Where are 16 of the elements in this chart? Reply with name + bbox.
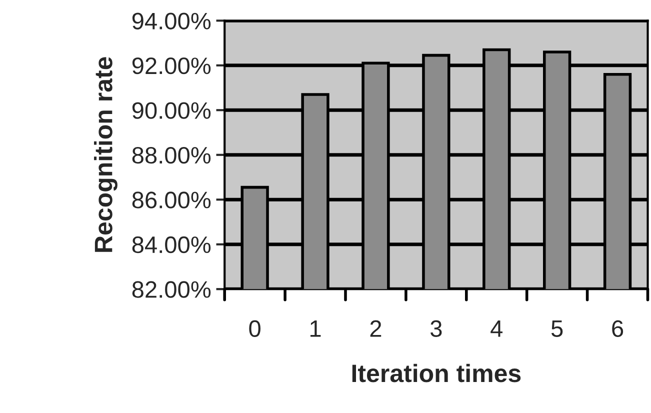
y-tick-label: 92.00% [132, 57, 211, 74]
x-tick-label: 1 [310, 320, 321, 337]
x-tick-label: 3 [430, 320, 442, 337]
x-axis-title: Iteration times [352, 364, 521, 382]
x-tick-label: 4 [490, 320, 502, 337]
y-tick-label: 94.00% [132, 12, 211, 30]
y-tick-label: 86.00% [132, 192, 211, 208]
x-tick-label: 0 [249, 320, 260, 337]
x-tick-label: 6 [612, 320, 624, 337]
y-tick-label: 88.00% [132, 146, 211, 164]
x-tick-label: 5 [551, 320, 563, 337]
x-tick-label: 2 [370, 320, 382, 337]
y-tick-label: 90.00% [132, 102, 211, 119]
y-tick-label: 84.00% [132, 236, 211, 254]
y-tick-label: 82.00% [132, 281, 211, 298]
y-axis-title: Recognition rate [94, 57, 118, 252]
